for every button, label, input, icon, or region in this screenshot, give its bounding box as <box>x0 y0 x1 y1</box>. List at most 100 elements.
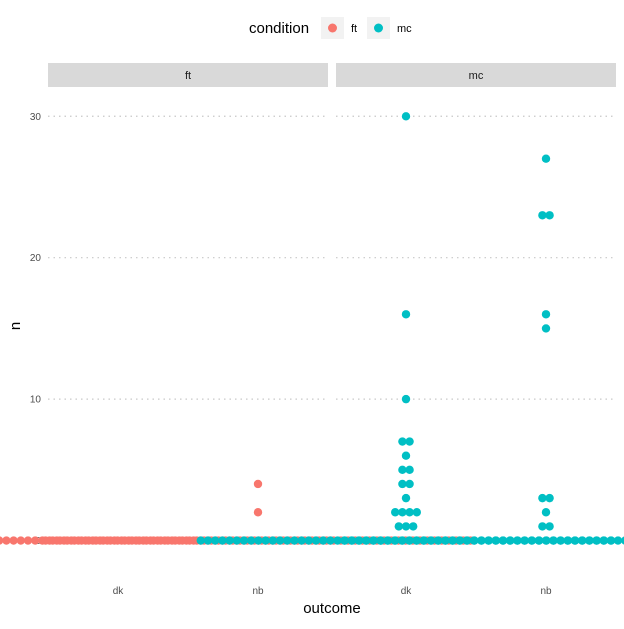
dot-mc-dk <box>401 310 411 319</box>
dot-mc-nb <box>498 536 507 545</box>
dot-mc-dk <box>326 536 335 545</box>
dot-mc-dk <box>412 508 421 517</box>
dot-mc-nb <box>469 536 479 545</box>
dot-mc-nb <box>397 536 407 545</box>
dot-ft-nb <box>113 536 122 545</box>
dot-ft-nb <box>120 536 129 545</box>
dot-mc-dk <box>225 536 234 545</box>
legend-label-ft: ft <box>351 23 357 35</box>
dot-mc-nb <box>383 536 392 545</box>
dot-ft-nb <box>163 536 173 545</box>
dot-mc-dk <box>304 536 313 545</box>
dot-mc-dk <box>405 508 414 517</box>
dot-mc-dk <box>398 508 407 517</box>
dot-mc-nb <box>585 536 594 545</box>
dot-mc-nb <box>340 536 349 545</box>
dot-mc-nb <box>361 536 371 545</box>
facet-strip-ft <box>48 63 328 87</box>
dot-ft-dk <box>16 536 25 545</box>
dot-mc-nb <box>538 493 547 503</box>
dot-mc-dk <box>401 493 411 503</box>
dot-mc-nb <box>541 536 551 545</box>
dot-mc-dk <box>401 451 411 460</box>
y-tick-label: 30 <box>30 112 42 123</box>
dot-mc-nb <box>545 522 554 531</box>
dot-mc-nb <box>570 536 579 545</box>
dot-mc-nb <box>621 536 624 545</box>
dot-mc-dk <box>211 536 220 545</box>
dot-mc-dk <box>232 536 241 545</box>
legend: condition ft mc <box>249 17 412 39</box>
dot-mc-dk <box>268 536 277 545</box>
dot-mc-nb <box>606 536 615 545</box>
dot-ft-nb <box>171 536 180 545</box>
dot-mc-nb <box>556 536 565 545</box>
dot-ft-nb <box>156 536 165 545</box>
dot-mc-nb <box>390 536 399 545</box>
dot-mc-dk <box>401 112 411 121</box>
dot-mc-dk <box>391 508 400 517</box>
dot-mc-nb <box>433 536 443 545</box>
dot-mc-nb <box>419 536 428 545</box>
y-axis-ticks: 0102030 <box>30 112 42 547</box>
dot-ft-nb <box>99 536 108 545</box>
dot-mc-dk <box>401 522 411 531</box>
dot-mc-dk <box>405 437 414 446</box>
dot-ft-nb <box>70 536 79 545</box>
dot-ft-nb <box>178 536 187 545</box>
dot-mc-dk <box>394 522 403 531</box>
dot-mc-nb <box>405 536 414 545</box>
dot-mc-nb <box>426 536 435 545</box>
facet-strip-label-ft: ft <box>185 70 191 82</box>
x-axis-ticks: dk nb dk nb <box>113 586 552 597</box>
dot-mc-dk <box>247 536 256 545</box>
dot-mc-nb <box>545 211 554 220</box>
dot-mc-nb <box>448 536 457 545</box>
dot-ft-dk <box>31 536 40 545</box>
dot-mc-nb <box>520 536 529 545</box>
data-points <box>0 112 624 545</box>
x-tick-label: dk <box>113 586 125 597</box>
dot-mc-nb <box>369 536 378 545</box>
dot-mc-nb <box>549 536 558 545</box>
dot-mc-dk <box>333 536 342 545</box>
dot-mc-dk <box>401 394 411 404</box>
dot-mc-nb <box>491 536 500 545</box>
dot-mc-nb <box>376 536 385 545</box>
dot-mc-nb <box>462 536 471 545</box>
dot-mc-nb <box>527 536 536 545</box>
dot-ft-dk <box>9 536 18 545</box>
dot-mc-dk <box>405 479 414 489</box>
dot-ft-dk <box>2 536 11 545</box>
dot-ft-nb <box>106 536 115 545</box>
dot-mc-dk <box>398 465 407 475</box>
facet-strip-mc <box>336 63 616 87</box>
dot-mc-nb <box>541 310 551 319</box>
dot-mc-nb <box>513 536 522 545</box>
dot-ft-nb <box>62 536 72 545</box>
dot-mc-nb <box>599 536 608 545</box>
legend-label-mc: mc <box>397 23 412 35</box>
dot-mc-dk <box>319 536 328 545</box>
dot-ft-nb <box>135 536 144 545</box>
dot-ft-dk <box>0 536 4 545</box>
dot-mc-nb <box>563 536 572 545</box>
dot-mc-nb <box>412 536 421 545</box>
dot-mc-nb <box>545 493 554 503</box>
dot-mc-nb <box>505 536 515 545</box>
dot-mc-dk <box>311 536 321 545</box>
dot-mc-dk <box>290 536 299 545</box>
legend-key-ft <box>328 23 337 33</box>
dot-mc-nb <box>613 536 623 545</box>
legend-key-mc <box>374 23 383 33</box>
dot-ft-nb <box>127 536 137 545</box>
dot-ft-nb <box>48 536 57 545</box>
dot-ft-nb <box>55 536 65 545</box>
dot-ft-nb <box>253 479 263 489</box>
dot-mc-dk <box>261 536 270 545</box>
dot-mc-dk <box>283 536 292 545</box>
dot-mc-nb <box>592 536 601 545</box>
dot-mc-dk <box>254 536 263 545</box>
dot-mc-dk <box>218 536 227 545</box>
